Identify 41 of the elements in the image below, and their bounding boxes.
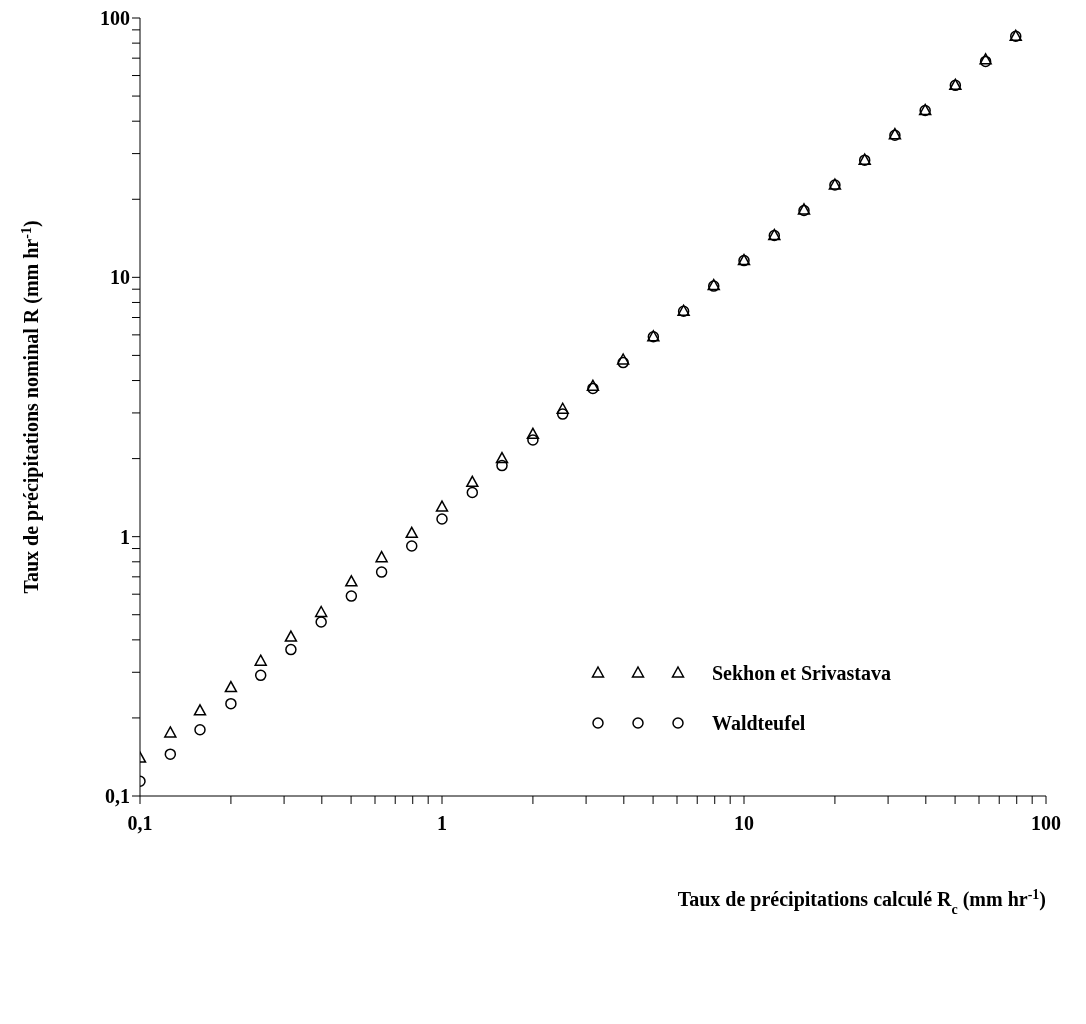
point bbox=[616, 353, 630, 365]
point bbox=[314, 605, 328, 618]
point bbox=[345, 590, 358, 602]
point bbox=[617, 356, 629, 369]
point bbox=[224, 680, 238, 693]
point bbox=[315, 616, 327, 628]
point bbox=[375, 550, 388, 563]
point bbox=[345, 575, 358, 587]
y-tick-label: 1 bbox=[120, 525, 130, 548]
point bbox=[496, 459, 508, 472]
legend-label: Waldteufel bbox=[712, 711, 806, 735]
point bbox=[164, 748, 177, 760]
y-tick-label: 10 bbox=[110, 266, 130, 289]
x-tick-label: 0,1 bbox=[127, 812, 153, 835]
x-axis-title: Taux de précipitations calculé R$_{c}$ (mm hr$^{-1}$) bbox=[677, 886, 1046, 917]
point bbox=[193, 704, 207, 716]
x-tick-label: 100 bbox=[1031, 812, 1061, 835]
point bbox=[375, 566, 388, 578]
x-tick-label: 10 bbox=[734, 812, 754, 835]
x-tick-label: 1 bbox=[437, 812, 447, 835]
point bbox=[436, 513, 448, 525]
point bbox=[466, 475, 479, 488]
point bbox=[285, 643, 297, 656]
point bbox=[556, 402, 569, 414]
point bbox=[254, 654, 267, 666]
point bbox=[194, 724, 206, 736]
point bbox=[556, 408, 569, 420]
point bbox=[466, 486, 479, 499]
y-tick-label: 0,1 bbox=[105, 785, 130, 808]
point bbox=[254, 669, 267, 682]
y-tick-label: 100 bbox=[100, 7, 130, 30]
point bbox=[284, 630, 298, 642]
point bbox=[527, 434, 539, 446]
point bbox=[526, 427, 540, 440]
point bbox=[406, 540, 418, 552]
point bbox=[495, 451, 509, 464]
point bbox=[435, 500, 449, 512]
legend-label: Sekhon et Srivastava bbox=[712, 661, 891, 685]
point bbox=[225, 697, 237, 710]
point bbox=[405, 526, 418, 539]
point bbox=[164, 726, 177, 738]
